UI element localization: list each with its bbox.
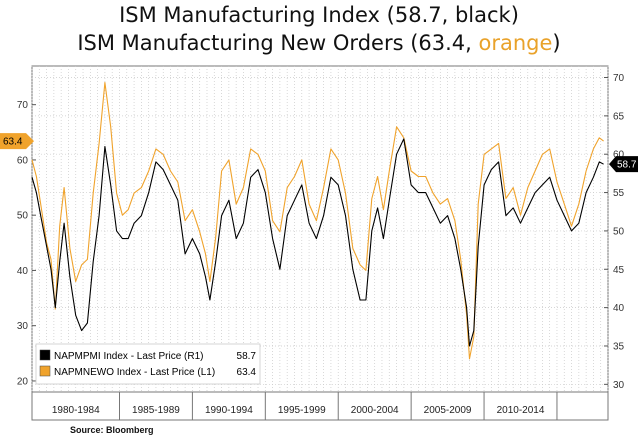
left-last-value-marker [0,133,34,150]
legend-swatch [39,349,51,361]
right-axis-tick-label: 45 [613,265,625,276]
title-line-2-suffix: ) [552,31,561,55]
category-label: 1995-1999 [278,405,326,416]
source-note: Source: Bloomberg [70,425,154,435]
plot-area [31,65,609,393]
legend-swatch [39,365,51,377]
title-orange-word: orange [478,31,553,55]
legend-entry-name: NAPMPMI Index - Last Price (R1) [54,351,203,362]
chart-title-line-1: ISM Manufacturing Index (58.7, black) [119,3,519,27]
series-line-pmi [31,138,604,347]
legend-entry-value: 58.7 [237,351,257,362]
left-last-value-label: 63.4 [3,137,23,148]
legend-box [35,343,261,385]
left-axis-tick-label: 70 [17,100,29,111]
left-axis-tick-label: 30 [17,321,29,332]
right-axis-tick-label: 35 [613,341,625,352]
title-line-2-prefix: ISM Manufacturing New Orders (63.4, [77,31,479,55]
left-axis-tick-label: 20 [17,376,29,387]
right-axis-tick-label: 50 [613,226,625,237]
category-label: 1985-1989 [132,405,180,416]
category-label: 2000-2004 [351,405,399,416]
category-label: 1980-1984 [52,405,100,416]
right-axis-tick-label: 65 [613,111,625,122]
right-axis-tick-label: 60 [613,150,625,161]
category-label: 2005-2009 [424,405,472,416]
chart-title-line-2: ISM Manufacturing New Orders (63.4, oran… [0,30,638,56]
category-label: 1990-1994 [205,405,253,416]
category-band [31,391,609,421]
category-label: 2010-2014 [497,405,545,416]
right-last-value-label: 58.7 [617,160,637,171]
right-axis-tick-label: 55 [613,188,625,199]
right-axis-tick-label: 30 [613,380,625,391]
right-axis-tick-label: 40 [613,303,625,314]
left-axis-tick-label: 60 [17,155,29,166]
series-line-new-orders [31,82,604,360]
legend-entry-value: 63.4 [237,367,257,378]
right-last-value-marker [609,156,638,173]
legend-entry-name: NAPMNEWO Index - Last Price (L1) [54,367,215,378]
left-axis-tick-label: 50 [17,211,29,222]
left-axis-tick-label: 40 [17,266,29,277]
right-axis-tick-label: 70 [613,73,625,84]
